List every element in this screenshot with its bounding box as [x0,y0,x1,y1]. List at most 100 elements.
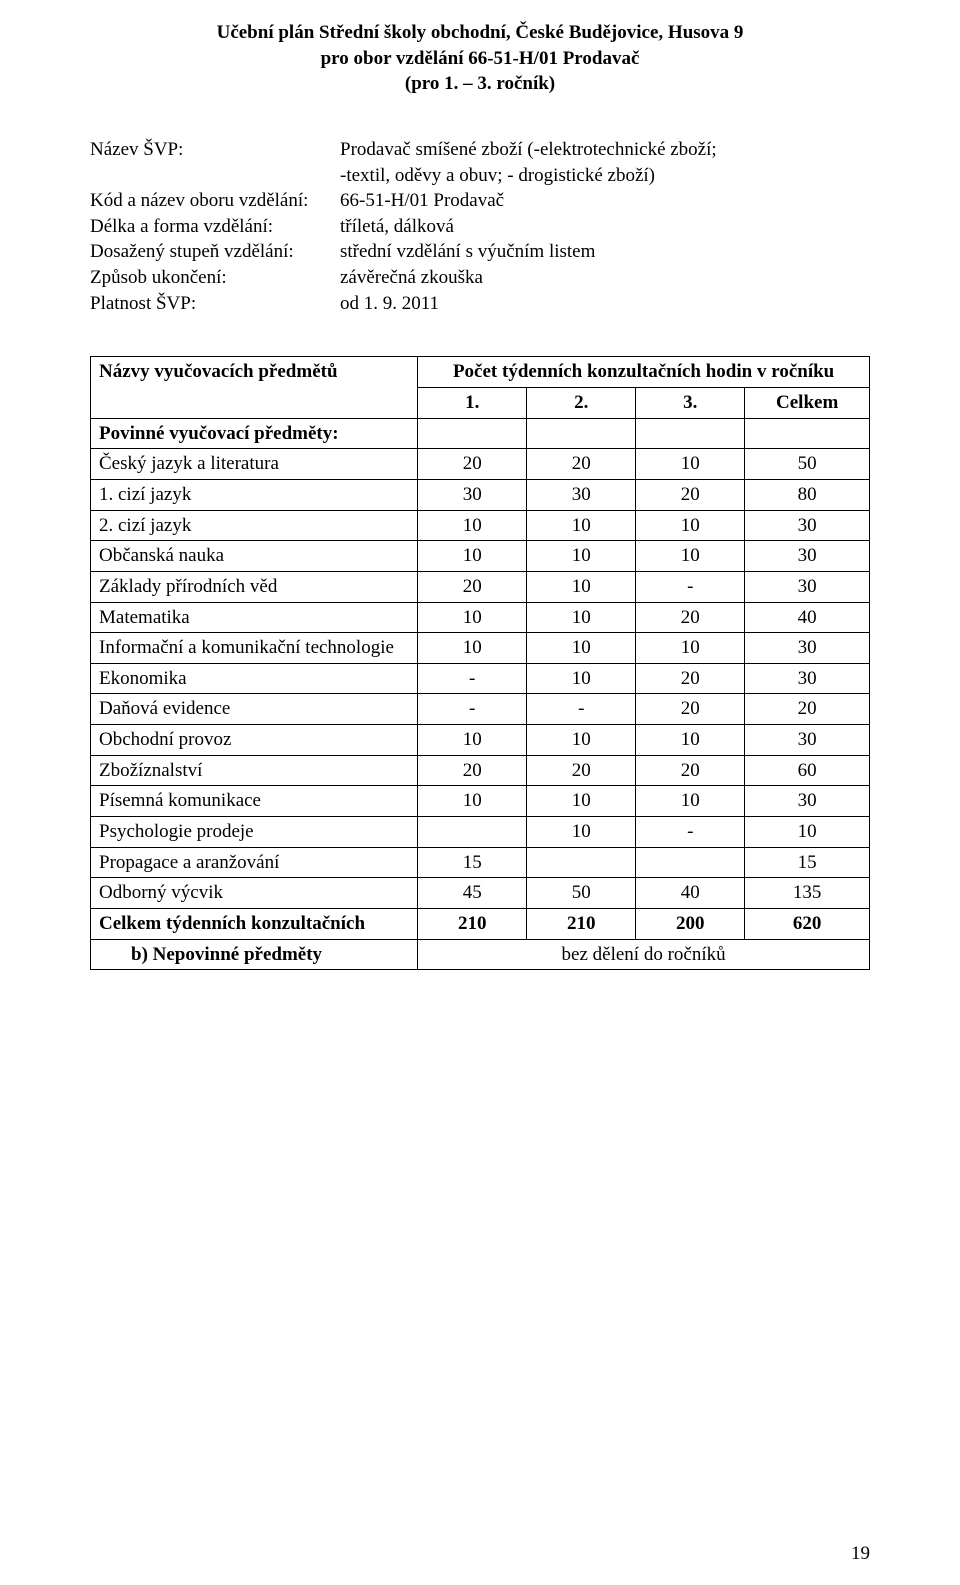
info-value: 66-51-H/01 Prodavač [340,188,870,214]
value-cell: 50 [527,878,636,909]
section-mandatory-c1 [418,418,527,449]
value-cell: 10 [418,725,527,756]
subject-cell: Zbožíznalství [91,755,418,786]
value-cell: 10 [636,633,745,664]
totals-c3: 200 [636,908,745,939]
table-row: Občanská nauka10101030 [91,541,870,572]
totals-c1: 210 [418,908,527,939]
section-mandatory-total [745,418,870,449]
value-cell: 10 [418,602,527,633]
value-cell: 10 [527,602,636,633]
value-cell: 15 [745,847,870,878]
value-cell: - [418,694,527,725]
info-row: Název ŠVP:Prodavač smíšené zboží (-elekt… [90,137,870,188]
value-cell: 135 [745,878,870,909]
table-header-row-1: Názvy vyučovacích předmětů Počet týdenní… [91,357,870,388]
value-cell: 30 [745,510,870,541]
table-row: Zbožíznalství20202060 [91,755,870,786]
header-line-1: Učební plán Střední školy obchodní, Česk… [90,20,870,46]
value-cell [636,847,745,878]
info-row: Dosažený stupeň vzdělání:střední vzdělán… [90,239,870,265]
page-number: 19 [851,1543,870,1565]
value-cell: 50 [745,449,870,480]
header-line-3: (pro 1. – 3. ročník) [90,71,870,97]
info-label: Dosažený stupeň vzdělání: [90,239,340,265]
value-cell: 15 [418,847,527,878]
info-label: Platnost ŠVP: [90,291,340,317]
document-header: Učební plán Střední školy obchodní, Česk… [90,20,870,97]
info-row: Platnost ŠVP:od 1. 9. 2011 [90,291,870,317]
value-cell: 20 [418,571,527,602]
curriculum-table: Názvy vyučovacích předmětů Počet týdenní… [90,356,870,970]
subject-cell: 1. cizí jazyk [91,479,418,510]
table-row: Obchodní provoz10101030 [91,725,870,756]
value-cell: 30 [745,786,870,817]
table-row: 2. cizí jazyk10101030 [91,510,870,541]
value-cell: 10 [527,817,636,848]
value-cell: 10 [527,541,636,572]
value-cell [418,817,527,848]
value-cell: 10 [636,510,745,541]
subject-cell: 2. cizí jazyk [91,510,418,541]
section-mandatory-c2 [527,418,636,449]
info-row: Kód a název oboru vzdělání:66-51-H/01 Pr… [90,188,870,214]
value-cell: 30 [745,633,870,664]
value-cell: - [636,571,745,602]
table-row: Český jazyk a literatura20201050 [91,449,870,480]
hdr-subjects: Názvy vyučovacích předmětů [91,357,418,418]
value-cell: 30 [527,479,636,510]
subject-cell: Obchodní provoz [91,725,418,756]
value-cell: 10 [527,725,636,756]
value-cell: 20 [636,694,745,725]
table-row: Informační a komunikační technologie1010… [91,633,870,664]
subject-cell: Matematika [91,602,418,633]
section-mandatory-row: Povinné vyučovací předměty: [91,418,870,449]
info-label: Kód a název oboru vzdělání: [90,188,340,214]
table-row: Písemná komunikace10101030 [91,786,870,817]
value-cell: 10 [527,571,636,602]
value-cell: 40 [745,602,870,633]
table-row: Základy přírodních věd2010-30 [91,571,870,602]
info-label: Způsob ukončení: [90,265,340,291]
subject-cell: Občanská nauka [91,541,418,572]
value-cell: 20 [527,449,636,480]
info-label: Délka a forma vzdělání: [90,214,340,240]
value-cell: 10 [527,663,636,694]
value-cell: - [636,817,745,848]
footer-row-label: b) Nepovinné předměty [91,939,418,970]
value-cell: - [418,663,527,694]
subject-cell: Základy přírodních věd [91,571,418,602]
value-cell: 10 [636,786,745,817]
value-cell [527,847,636,878]
subject-cell: Propagace a aranžování [91,847,418,878]
info-value: Prodavač smíšené zboží (-elektrotechnick… [340,137,870,188]
value-cell: 20 [527,755,636,786]
value-cell: 20 [636,479,745,510]
table-row: 1. cizí jazyk30302080 [91,479,870,510]
table-row: Psychologie prodeje10-10 [91,817,870,848]
value-cell: - [527,694,636,725]
footer-row: b) Nepovinné předměty bez dělení do ročn… [91,939,870,970]
value-cell: 20 [636,602,745,633]
value-cell: 10 [527,786,636,817]
value-cell: 10 [636,725,745,756]
subject-cell: Psychologie prodeje [91,817,418,848]
hdr-hours-title: Počet týdenních konzultačních hodin v ro… [418,357,870,388]
value-cell: 20 [636,663,745,694]
info-value: střední vzdělání s výučním listem [340,239,870,265]
value-cell: 10 [527,633,636,664]
page: Učební plán Střední školy obchodní, Česk… [0,0,960,1585]
value-cell: 30 [745,541,870,572]
hdr-col-2: 2. [527,388,636,419]
info-label: Název ŠVP: [90,137,340,188]
value-cell: 20 [418,449,527,480]
info-row: Způsob ukončení:závěrečná zkouška [90,265,870,291]
table-row: Matematika10102040 [91,602,870,633]
hdr-col-total: Celkem [745,388,870,419]
info-value: od 1. 9. 2011 [340,291,870,317]
table-row: Daňová evidence--2020 [91,694,870,725]
value-cell: 10 [418,510,527,541]
info-block: Název ŠVP:Prodavač smíšené zboží (-elekt… [90,137,870,316]
value-cell: 40 [636,878,745,909]
totals-total: 620 [745,908,870,939]
